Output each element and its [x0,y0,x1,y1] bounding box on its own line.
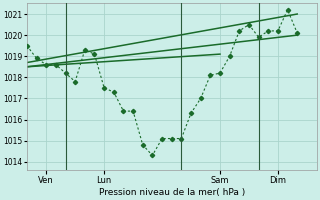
X-axis label: Pression niveau de la mer( hPa ): Pression niveau de la mer( hPa ) [99,188,245,197]
